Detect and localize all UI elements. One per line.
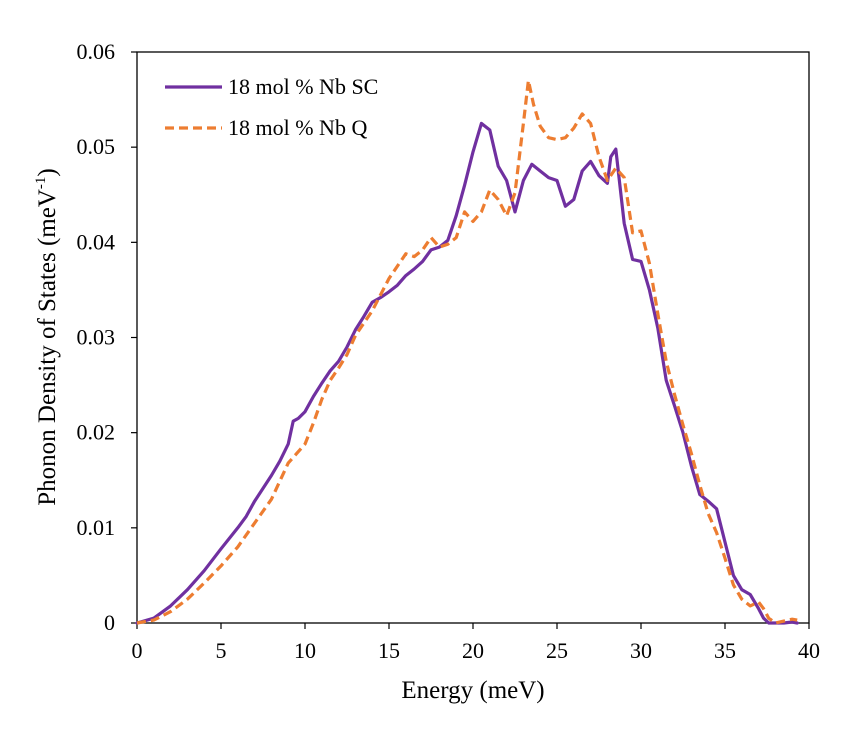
y-tick-label: 0 xyxy=(104,610,115,635)
series-line-sc xyxy=(135,121,799,625)
series-layer xyxy=(135,78,799,625)
legend: 18 mol % Nb SC 18 mol % Nb Q xyxy=(165,74,378,140)
series-line-q xyxy=(136,78,798,625)
y-axis-label: Phonon Density of States (meV-1) xyxy=(33,168,61,505)
x-tick-label: 15 xyxy=(378,638,400,663)
y-axis-label-main: Phonon Density of States (meV xyxy=(34,189,61,506)
y-tick-label: 0.03 xyxy=(77,325,116,350)
legend-label-q: 18 mol % Nb Q xyxy=(228,115,367,140)
y-tick-label: 0.06 xyxy=(77,39,116,64)
y-axis-label-close: ) xyxy=(34,168,61,176)
x-tick-label: 30 xyxy=(630,638,652,663)
x-tick-label: 0 xyxy=(132,638,143,663)
x-tick-label: 5 xyxy=(216,638,227,663)
y-tick-label: 0.02 xyxy=(77,420,116,445)
y-axis-label-superscript: -1 xyxy=(33,177,49,190)
y-tick-label: 0.05 xyxy=(77,134,116,159)
x-tick-label: 40 xyxy=(798,638,820,663)
y-tick-label: 0.01 xyxy=(77,515,116,540)
x-tick-label: 35 xyxy=(714,638,736,663)
y-axis-ticks: 0 0.01 0.02 0.03 0.04 0.05 0.06 xyxy=(77,39,137,635)
x-axis-ticks: 0 5 10 15 20 25 30 35 40 xyxy=(132,623,820,663)
x-tick-label: 10 xyxy=(294,638,316,663)
y-tick-label: 0.04 xyxy=(77,229,116,254)
legend-label-sc: 18 mol % Nb SC xyxy=(228,74,378,99)
x-tick-label: 25 xyxy=(546,638,568,663)
x-tick-label: 20 xyxy=(462,638,484,663)
x-axis-label: Energy (meV) xyxy=(401,677,544,704)
